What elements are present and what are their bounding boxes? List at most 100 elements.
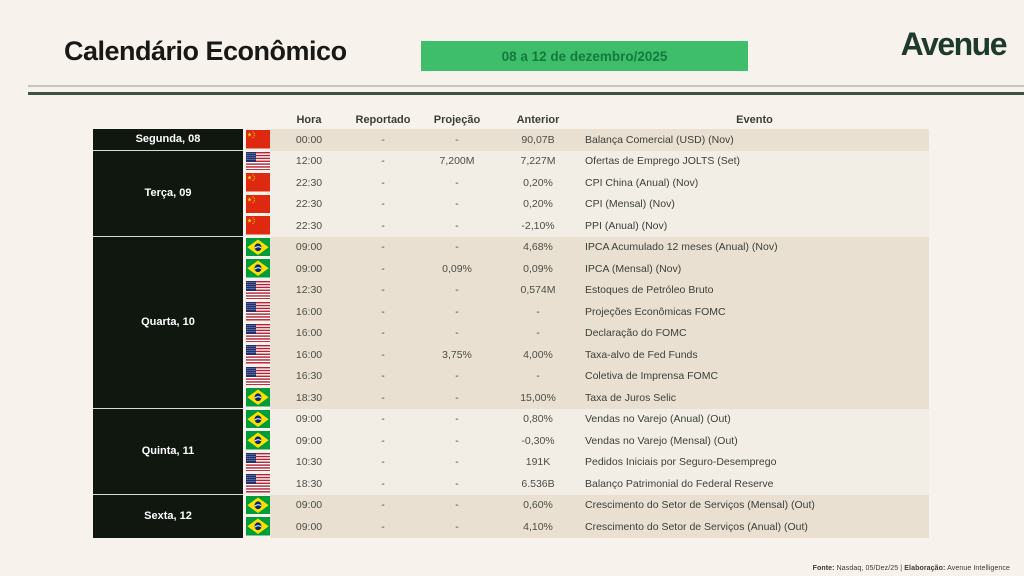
divider-light	[28, 85, 1024, 87]
event-reported: -	[348, 322, 418, 344]
event-time: 10:30	[270, 451, 348, 473]
event-previous: 4,68%	[496, 236, 580, 258]
event-time: 09:00	[270, 494, 348, 516]
event-name: Crescimento do Setor de Serviços (Anual)…	[580, 516, 929, 538]
event-previous: -2,10%	[496, 215, 580, 237]
event-reported: -	[348, 193, 418, 215]
event-forecast: -	[418, 215, 496, 237]
event-reported: -	[348, 344, 418, 366]
event-time: 09:00	[270, 408, 348, 430]
flag-brazil-icon	[246, 516, 270, 538]
event-previous: -	[496, 365, 580, 387]
event-reported: -	[348, 215, 418, 237]
event-previous: 0,574M	[496, 279, 580, 301]
event-name: Crescimento do Setor de Serviços (Mensal…	[580, 494, 929, 516]
event-reported: -	[348, 150, 418, 172]
flag-brazil-icon	[246, 495, 270, 516]
day-label: Terça, 09	[93, 150, 243, 237]
table-body: Segunda, 08 00:00- -90,07B Balança Comercia…	[93, 129, 929, 538]
event-name: Vendas no Varejo (Anual) (Out)	[580, 408, 929, 430]
flag-brazil-icon	[246, 258, 270, 280]
flag-brazil-icon	[246, 237, 270, 258]
avenue-logo: Avenue	[900, 26, 1008, 62]
column-header-evento: Evento	[736, 113, 773, 126]
event-name: Taxa-alvo de Fed Funds	[580, 344, 929, 366]
event-forecast: -	[418, 193, 496, 215]
event-reported: -	[348, 301, 418, 323]
flag-usa-icon	[246, 344, 270, 366]
event-name: IPCA Acumulado 12 meses (Anual) (Nov)	[580, 236, 929, 258]
event-time: 00:00	[270, 129, 348, 151]
event-previous: 90,07B	[496, 129, 580, 151]
event-forecast: 3,75%	[418, 344, 496, 366]
event-time: 09:00	[270, 516, 348, 538]
day-label: Quinta, 11	[93, 408, 243, 495]
flag-brazil-icon	[246, 409, 270, 430]
event-previous: 191K	[496, 451, 580, 473]
event-name: CPI China (Anual) (Nov)	[580, 172, 929, 194]
event-reported: -	[348, 430, 418, 452]
event-time: 09:00	[270, 430, 348, 452]
flag-usa-icon	[246, 473, 270, 495]
event-forecast: -	[418, 494, 496, 516]
flag-usa-icon	[246, 280, 270, 301]
event-previous: 0,09%	[496, 258, 580, 280]
event-reported: -	[348, 473, 418, 495]
event-name: Declaração do FOMC	[580, 322, 929, 344]
event-time: 16:00	[270, 322, 348, 344]
event-reported: -	[348, 172, 418, 194]
footer-fonte-label: Fonte:	[812, 565, 835, 572]
event-forecast: -	[418, 129, 496, 151]
event-forecast: -	[418, 236, 496, 258]
event-previous: -0,30%	[496, 430, 580, 452]
event-forecast: 0,09%	[418, 258, 496, 280]
event-previous: 0,60%	[496, 494, 580, 516]
calendar-table: Hora Reportado Projeção Anterior Evento …	[93, 110, 929, 538]
day-label: Sexta, 12	[93, 494, 243, 538]
event-forecast: -	[418, 387, 496, 409]
event-name: IPCA (Mensal) (Nov)	[580, 258, 929, 280]
event-reported: -	[348, 387, 418, 409]
event-forecast: -	[418, 322, 496, 344]
event-name: Vendas no Varejo (Mensal) (Out)	[580, 430, 929, 452]
footer-fonte-value: Nasdaq, 05/Dez/25 |	[834, 565, 905, 572]
flag-usa-icon	[246, 366, 270, 387]
flag-usa-icon	[246, 301, 270, 323]
date-range-badge: 08 a 12 de dezembro/2025	[421, 41, 748, 71]
event-previous: 7,227M	[496, 150, 580, 172]
event-reported: -	[348, 451, 418, 473]
event-previous: 4,10%	[496, 516, 580, 538]
day-label: Segunda, 08	[93, 129, 243, 151]
event-forecast: -	[418, 473, 496, 495]
event-previous: 0,20%	[496, 193, 580, 215]
event-name: Estoques de Petróleo Bruto	[580, 279, 929, 301]
event-time: 22:30	[270, 193, 348, 215]
flag-china-icon	[246, 215, 270, 237]
event-forecast: -	[418, 172, 496, 194]
flag-brazil-icon	[246, 430, 270, 452]
event-name: Ofertas de Emprego JOLTS (Set)	[580, 150, 929, 172]
event-previous: 6.536B	[496, 473, 580, 495]
event-reported: -	[348, 365, 418, 387]
event-name: Pedidos Iniciais por Seguro-Desemprego	[580, 451, 929, 473]
flag-usa-icon	[246, 323, 270, 344]
event-previous: -	[496, 322, 580, 344]
event-name: CPI (Mensal) (Nov)	[580, 193, 929, 215]
event-time: 16:00	[270, 301, 348, 323]
flag-brazil-icon	[246, 387, 270, 409]
event-time: 12:30	[270, 279, 348, 301]
event-reported: -	[348, 258, 418, 280]
flag-china-icon	[246, 129, 270, 151]
event-reported: -	[348, 129, 418, 151]
footer-elaboracao-label: Elaboração:	[904, 565, 946, 572]
event-forecast: -	[418, 365, 496, 387]
event-reported: -	[348, 408, 418, 430]
event-forecast: -	[418, 516, 496, 538]
column-header-projecao: Projeção	[433, 113, 481, 126]
event-previous: 4,00%	[496, 344, 580, 366]
page-title: Calendário Econômico	[64, 36, 347, 66]
table-header-row: Hora Reportado Projeção Anterior Evento	[93, 110, 929, 129]
event-name: Coletiva de Imprensa FOMC	[580, 365, 929, 387]
event-time: 16:30	[270, 365, 348, 387]
footer-elaboracao-value: Avenue Intelligence	[945, 565, 1010, 572]
